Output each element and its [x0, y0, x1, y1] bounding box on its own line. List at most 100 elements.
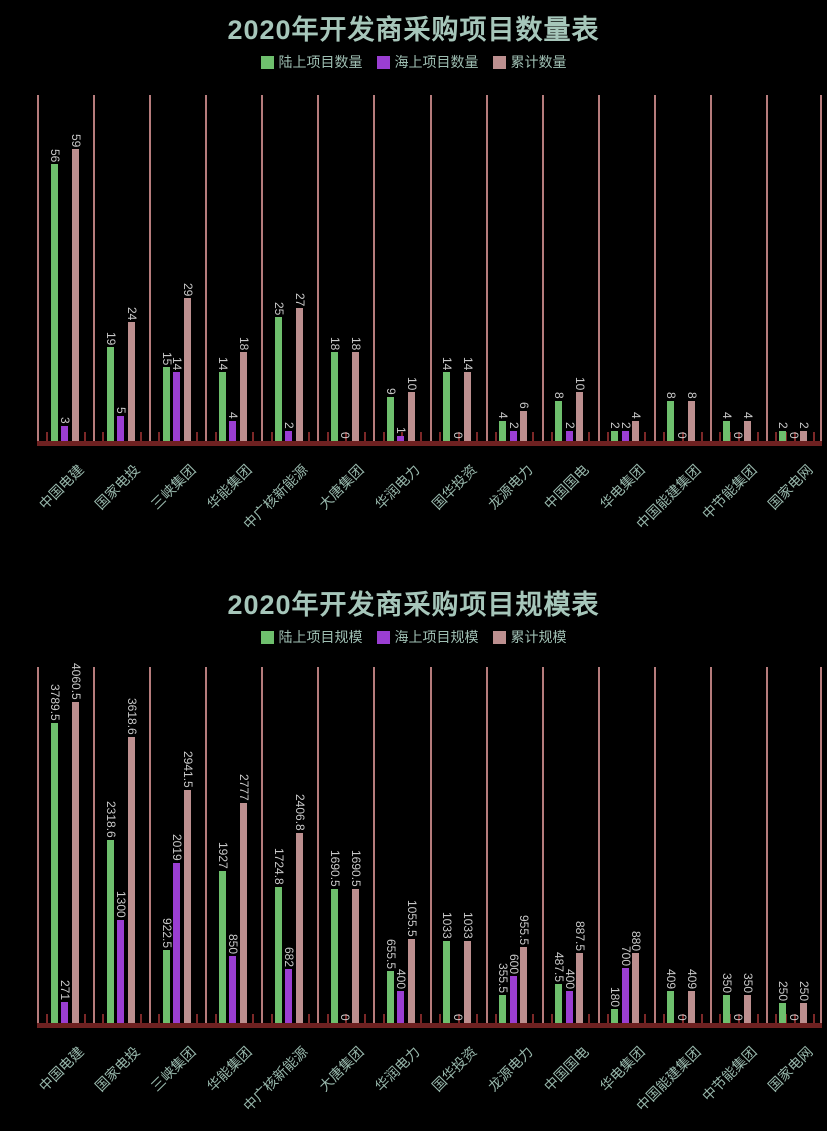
x-axis-label: 三峡集团 [147, 1043, 199, 1095]
legend-item-land-count[interactable]: 陆上项目数量 [260, 52, 363, 72]
category-gridline [710, 667, 712, 1023]
x-axis-label: 国家电投 [91, 461, 143, 513]
bar-value-label: 29 [181, 282, 195, 296]
x-axis-label: 华能集团 [203, 1043, 255, 1095]
bar[interactable] [184, 790, 191, 1023]
bar[interactable] [117, 416, 124, 441]
axis-tick [420, 1014, 422, 1023]
bar[interactable] [520, 947, 527, 1023]
bar[interactable] [387, 971, 394, 1023]
bar[interactable] [443, 941, 450, 1023]
bar[interactable] [229, 956, 236, 1023]
bar[interactable] [275, 317, 282, 441]
bar[interactable] [240, 352, 247, 441]
bar[interactable] [632, 421, 639, 441]
bar[interactable] [632, 953, 639, 1023]
legend-item-total-count[interactable]: 累计数量 [492, 52, 567, 72]
axis-tick [551, 432, 553, 441]
axis-tick [364, 1014, 366, 1023]
bar[interactable] [387, 397, 394, 441]
bar[interactable] [173, 372, 180, 441]
bar-value-label: 1300 [114, 891, 128, 918]
bar[interactable] [397, 436, 404, 441]
x-axis-label: 大唐集团 [315, 1043, 367, 1095]
bar[interactable] [107, 840, 114, 1023]
legend-item-sea-count[interactable]: 海上项目数量 [376, 52, 479, 72]
bar[interactable] [352, 889, 359, 1023]
bar[interactable] [128, 737, 135, 1023]
bar[interactable] [464, 372, 471, 441]
bar[interactable] [800, 431, 807, 441]
bar-value-label: 700 [619, 945, 633, 966]
bar[interactable] [240, 803, 247, 1023]
bar[interactable] [331, 889, 338, 1023]
bar[interactable] [61, 1002, 68, 1023]
bar[interactable] [296, 308, 303, 441]
bar[interactable] [744, 421, 751, 441]
bar[interactable] [566, 431, 573, 441]
bar[interactable] [555, 984, 562, 1023]
bar[interactable] [800, 1003, 807, 1023]
bar[interactable] [779, 431, 786, 441]
bar[interactable] [443, 372, 450, 441]
bar[interactable] [72, 702, 79, 1023]
bar[interactable] [611, 1009, 618, 1023]
bar[interactable] [61, 426, 68, 441]
bar[interactable] [510, 431, 517, 441]
bar-value-label: 24 [125, 306, 139, 320]
axis-tick [719, 432, 721, 441]
bar[interactable] [555, 401, 562, 441]
bar[interactable] [688, 991, 695, 1023]
bar[interactable] [510, 976, 517, 1023]
x-axis-label: 华电集团 [596, 1043, 648, 1095]
bar[interactable] [408, 392, 415, 441]
bar[interactable] [107, 347, 114, 441]
bar[interactable] [117, 920, 124, 1023]
bar[interactable] [576, 392, 583, 441]
bar[interactable] [566, 991, 573, 1023]
bar[interactable] [723, 421, 730, 441]
bar-value-label: 0 [675, 432, 689, 439]
bar[interactable] [622, 968, 629, 1023]
bar[interactable] [163, 950, 170, 1023]
bar[interactable] [173, 863, 180, 1023]
bar-value-label: 2 [282, 422, 296, 429]
bar[interactable] [163, 367, 170, 441]
bar[interactable] [622, 431, 629, 441]
legend-item-total-scale[interactable]: 累计规模 [492, 627, 567, 647]
bar[interactable] [667, 991, 674, 1023]
bar[interactable] [499, 421, 506, 441]
bar[interactable] [285, 431, 292, 441]
bar[interactable] [285, 969, 292, 1023]
bar[interactable] [352, 352, 359, 441]
bar[interactable] [667, 401, 674, 441]
bar[interactable] [128, 322, 135, 441]
bar[interactable] [576, 953, 583, 1023]
bar[interactable] [499, 995, 506, 1023]
legend-item-land-scale[interactable]: 陆上项目规模 [260, 627, 363, 647]
bar[interactable] [779, 1003, 786, 1023]
axis-tick [682, 432, 684, 441]
bar[interactable] [611, 431, 618, 441]
bar-value-label: 56 [48, 148, 62, 162]
bar[interactable] [520, 411, 527, 441]
bar[interactable] [744, 995, 751, 1023]
axis-tick [663, 432, 665, 441]
bar[interactable] [229, 421, 236, 441]
legend-item-sea-scale[interactable]: 海上项目规模 [376, 627, 479, 647]
bar[interactable] [397, 991, 404, 1023]
bar[interactable] [51, 723, 58, 1023]
bar[interactable] [184, 298, 191, 441]
bar[interactable] [408, 939, 415, 1023]
bar[interactable] [51, 164, 58, 441]
bar[interactable] [219, 372, 226, 441]
bar[interactable] [72, 149, 79, 441]
bar[interactable] [331, 352, 338, 441]
bar[interactable] [275, 887, 282, 1023]
category-gridline [373, 95, 375, 441]
bar[interactable] [219, 871, 226, 1023]
bar[interactable] [688, 401, 695, 441]
bar[interactable] [723, 995, 730, 1023]
bar[interactable] [464, 941, 471, 1023]
bar[interactable] [296, 833, 303, 1023]
